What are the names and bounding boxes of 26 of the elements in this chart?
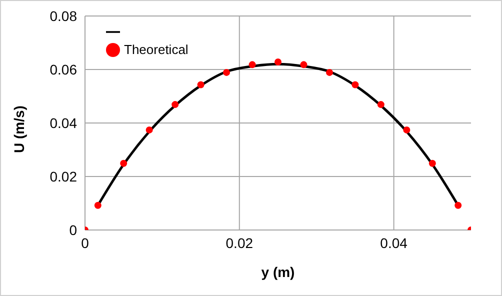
x-tick-label: 0.04	[380, 234, 408, 251]
point	[300, 61, 308, 68]
y-tick-label: 0.08	[50, 8, 78, 24]
point	[403, 126, 410, 134]
point	[352, 81, 359, 88]
point	[223, 68, 230, 76]
point	[326, 68, 333, 76]
point	[274, 58, 282, 66]
x-axis-title: y (m)	[261, 264, 295, 280]
y-tick-label: 0.06	[50, 61, 78, 78]
point	[94, 202, 102, 209]
point	[248, 61, 256, 68]
point	[146, 126, 153, 134]
y-tick-label: 0	[69, 222, 78, 238]
point	[197, 81, 204, 88]
y-tick-label: 0.02	[50, 168, 78, 184]
legend-label: Theoretical	[124, 42, 188, 57]
point	[377, 101, 384, 108]
point	[120, 160, 128, 167]
point	[428, 160, 436, 167]
x-tick-label: 0	[81, 234, 90, 251]
point	[172, 101, 179, 108]
x-tick-label: 0.02	[226, 234, 254, 251]
y-axis-title: U (m/s)	[10, 106, 27, 153]
point	[454, 202, 462, 209]
y-tick-label: 0.04	[50, 114, 78, 131]
